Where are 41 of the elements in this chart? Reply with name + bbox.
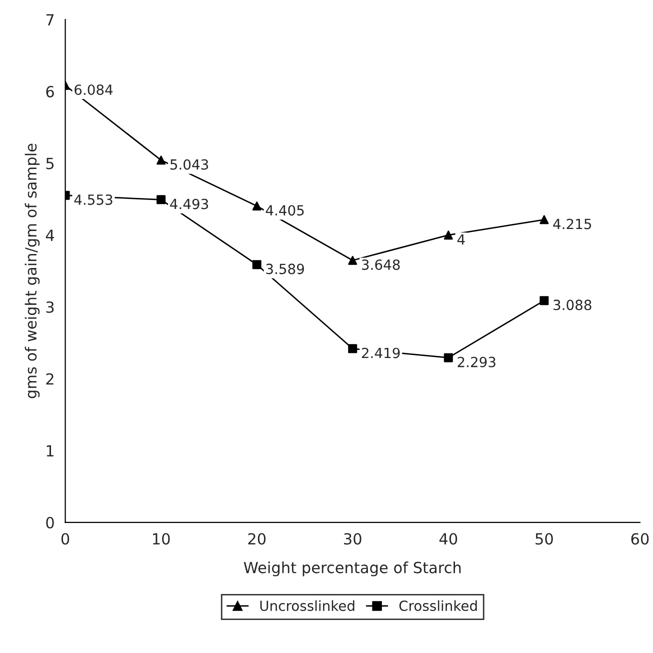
point: [444, 353, 453, 362]
y-tick-label: 0: [46, 516, 54, 528]
y-tick-label: 4: [46, 230, 54, 241]
y-tick-label: 1: [46, 445, 54, 456]
y-tick-label: 7: [46, 14, 54, 26]
data-label: 4.553: [74, 194, 112, 205]
data-label: 6.084: [74, 84, 113, 95]
y-tick-label: 2: [46, 373, 54, 385]
y-axis-title: gms of weight gain/gm of sample: [24, 144, 40, 398]
point: [348, 344, 358, 354]
x-tick-label: 40: [439, 533, 458, 545]
x-tick-label: 30: [344, 533, 362, 545]
y-tick-label: 5: [46, 158, 54, 170]
data-label: 2.293: [458, 356, 496, 368]
point: [348, 256, 358, 265]
x-tick-label: 20: [248, 533, 266, 545]
x-axis-title: Weight percentage of Starch: [244, 561, 461, 576]
y-tick-label: 3: [46, 301, 54, 313]
data-label: 4.493: [170, 198, 208, 210]
y-tick-label: 6: [46, 86, 54, 98]
data-label: 3.589: [266, 264, 304, 274]
x-tick-label: 10: [153, 533, 170, 545]
data-label: 4.405: [266, 205, 304, 216]
data-label: 4: [457, 234, 465, 244]
legend-label: Uncrosslinked: [260, 600, 354, 612]
data-label: 4.215: [553, 218, 592, 230]
point: [540, 296, 549, 306]
legend-label: Crosslinked: [399, 600, 477, 612]
data-label: 2.419: [362, 348, 400, 358]
point: [252, 201, 262, 210]
point: [252, 260, 262, 270]
point: [540, 215, 549, 224]
x-tick-label: 50: [536, 533, 553, 545]
data-label: 3.088: [554, 300, 592, 310]
x-tick-label: 60: [631, 533, 649, 545]
point: [156, 156, 166, 165]
x-tick-label: 0: [61, 533, 70, 545]
point: [444, 230, 453, 240]
data-label: 3.648: [362, 259, 400, 270]
data-label: 5.043: [170, 159, 208, 170]
point: [156, 195, 166, 204]
